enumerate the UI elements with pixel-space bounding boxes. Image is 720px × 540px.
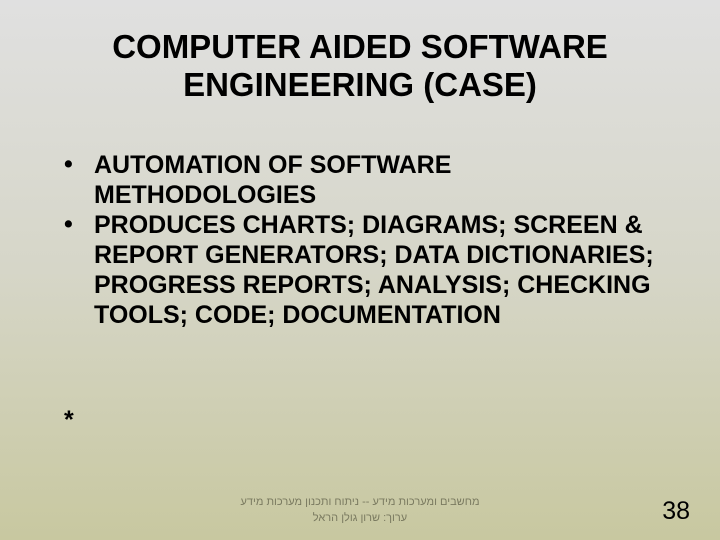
bullet-text: PRODUCES CHARTS; DIAGRAMS; SCREEN & REPO…: [94, 210, 664, 330]
slide-title: COMPUTER AIDED SOFTWARE ENGINEERING (CAS…: [0, 28, 720, 104]
bullet-text: AUTOMATION OF SOFTWARE METHODOLOGIES: [94, 150, 664, 210]
title-line-2: ENGINEERING (CASE): [183, 66, 537, 103]
footer-line-2: ערוך: שרון גולן הראל: [313, 512, 407, 524]
bullet-item: • PRODUCES CHARTS; DIAGRAMS; SCREEN & RE…: [64, 210, 664, 330]
slide: COMPUTER AIDED SOFTWARE ENGINEERING (CAS…: [0, 0, 720, 540]
asterisk-marker: *: [64, 406, 74, 435]
bullet-dot-icon: •: [64, 210, 94, 239]
page-number: 38: [662, 497, 690, 526]
bullet-item: • AUTOMATION OF SOFTWARE METHODOLOGIES: [64, 150, 664, 210]
bullet-list: • AUTOMATION OF SOFTWARE METHODOLOGIES •…: [64, 150, 664, 330]
footer-text: מחשבים ומערכות מידע -- ניתוח ותכנון מערכ…: [0, 495, 720, 526]
footer-line-1: מחשבים ומערכות מידע -- ניתוח ותכנון מערכ…: [240, 496, 479, 508]
bullet-dot-icon: •: [64, 150, 94, 179]
title-line-1: COMPUTER AIDED SOFTWARE: [112, 28, 608, 65]
